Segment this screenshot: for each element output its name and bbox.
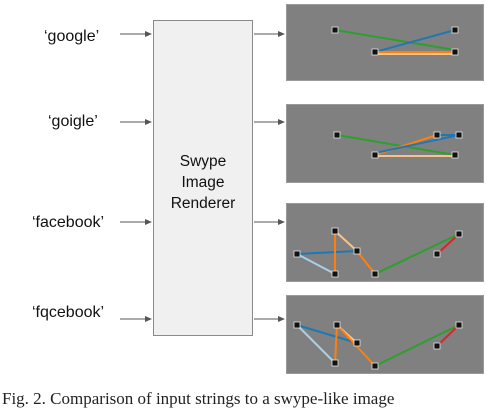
swype-path-facebook — [293, 227, 463, 278]
input-word-facebook: ‘facebook’ — [32, 214, 105, 231]
arrow-google-to-renderer — [120, 31, 152, 37]
input-word-google: ‘google’ — [44, 28, 100, 45]
arrow-renderer-to-image-facebook — [254, 219, 285, 225]
input-word-goigle: ‘goigle’ — [48, 113, 98, 130]
swype-path-goigle — [333, 131, 463, 159]
arrow-renderer-to-image-google — [254, 31, 285, 37]
renderer-label: Swype Image Renderer — [170, 153, 236, 212]
arrow-renderer-to-image-fqcebook — [254, 316, 285, 322]
arrow-facebook-to-renderer — [120, 219, 152, 225]
swype-image-renderer-box: Swype Image Renderer — [153, 20, 253, 336]
arrow-fqcebook-to-renderer — [120, 316, 152, 322]
input-word-fqcebook: ‘fqcebook’ — [32, 304, 105, 321]
swype-path-google — [331, 26, 459, 56]
arrow-goigle-to-renderer — [120, 119, 152, 125]
arrow-renderer-to-image-goigle — [254, 119, 285, 125]
swype-image-goigle — [286, 104, 484, 183]
swype-image-fqcebook — [286, 295, 484, 374]
swype-path-fqcebook — [293, 321, 463, 370]
swype-image-facebook — [286, 203, 484, 282]
swype-image-google — [286, 4, 484, 81]
figure-caption: Fig. 2. Comparison of input strings to a… — [2, 389, 395, 408]
